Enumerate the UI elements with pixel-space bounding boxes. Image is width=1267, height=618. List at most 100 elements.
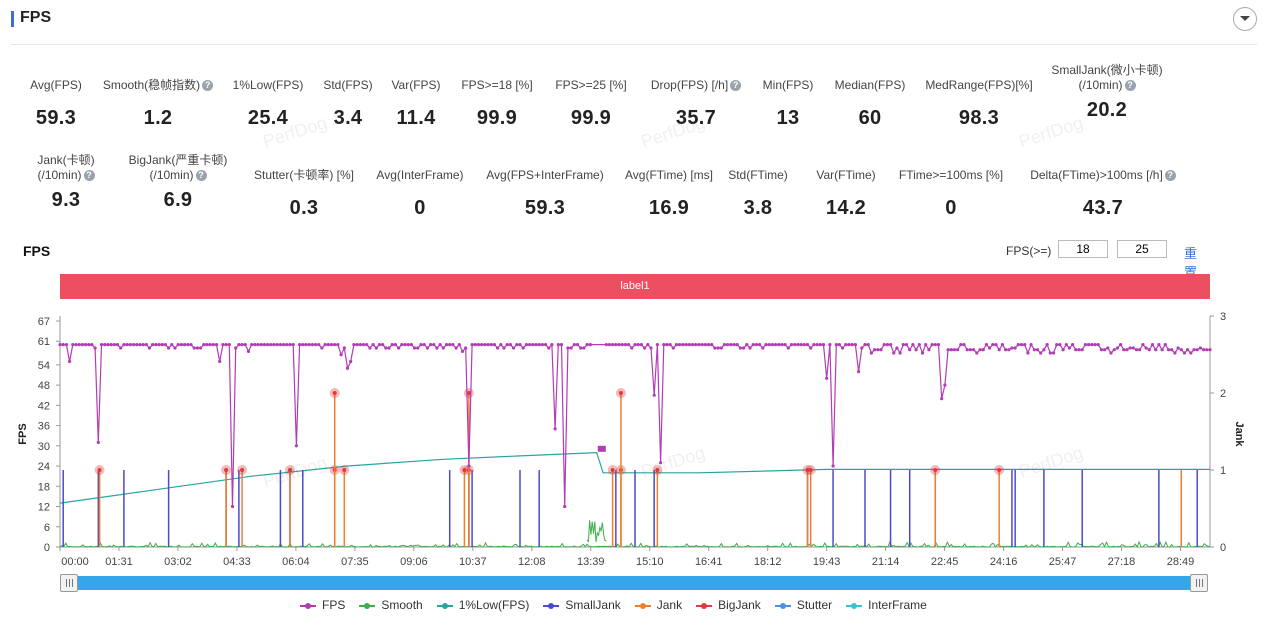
- fps-point: [681, 343, 685, 347]
- bigjank-mark: [462, 468, 467, 472]
- legend-label: InterFrame: [868, 598, 927, 612]
- fps-point: [841, 346, 845, 350]
- y-tick-label: 42: [38, 400, 50, 412]
- fps-point: [262, 343, 266, 347]
- fps-point: [71, 343, 75, 347]
- fps-point: [403, 343, 407, 347]
- legend-item[interactable]: Stutter: [774, 598, 832, 612]
- metric-label-text: Avg(FPS+InterFrame): [486, 168, 604, 182]
- fps-point: [419, 343, 423, 347]
- metric-r1-1: Smooth(稳帧指数)? 1.2: [68, 78, 248, 130]
- fps-point: [588, 343, 592, 347]
- fps-point: [115, 343, 120, 347]
- help-icon[interactable]: ?: [730, 80, 742, 92]
- fps-point: [393, 343, 397, 347]
- threshold-input-1[interactable]: [1058, 240, 1108, 258]
- fps-point: [432, 343, 436, 347]
- slider-handle-left[interactable]: [60, 574, 78, 592]
- chevron-down-icon: [1240, 16, 1250, 21]
- legend-item[interactable]: Jank: [634, 598, 682, 612]
- fps-point: [1182, 351, 1186, 355]
- metric-value: 59.3: [524, 197, 566, 219]
- label-band[interactable]: label1: [60, 274, 1210, 299]
- fps-point: [563, 504, 567, 509]
- legend-item[interactable]: 1%Low(FPS): [436, 598, 529, 612]
- fps-point: [502, 346, 506, 350]
- legend-swatch: [543, 602, 560, 609]
- fps-point: [674, 343, 679, 347]
- fps-point: [975, 351, 979, 355]
- fps-point: [377, 343, 381, 347]
- bigjank-mark: [224, 468, 229, 472]
- fps-point: [339, 353, 343, 357]
- fps-point: [176, 343, 180, 347]
- legend-label: Smooth: [381, 598, 423, 612]
- time-range-slider[interactable]: [60, 574, 1210, 592]
- metric-label: Delta(FTime)>100ms [/h]?: [1013, 168, 1193, 183]
- legend-item[interactable]: SmallJank: [543, 598, 621, 612]
- metric-value: 0: [414, 197, 426, 219]
- metric-r2-6: Std(FTime) 3.8: [668, 168, 848, 220]
- fps-point: [643, 346, 647, 350]
- fps-point: [1166, 348, 1171, 352]
- fps-point: [655, 343, 660, 347]
- fps-point: [438, 343, 442, 347]
- fps-point: [968, 348, 973, 352]
- legend-item[interactable]: FPS: [300, 598, 345, 612]
- metric-label: Avg(FTime) [ms]: [579, 168, 759, 183]
- metric-label: Median(FPS): [780, 78, 960, 93]
- slider-handle-right[interactable]: [1190, 574, 1208, 592]
- fps-point: [384, 346, 388, 350]
- slider-track[interactable]: [70, 576, 1198, 590]
- help-icon[interactable]: ?: [83, 170, 95, 182]
- fps-point: [336, 343, 340, 347]
- fps-point: [230, 504, 235, 509]
- fps-point: [1138, 348, 1142, 352]
- fps-point: [528, 343, 532, 347]
- fps-point: [751, 343, 755, 347]
- help-icon[interactable]: ?: [202, 80, 214, 92]
- legend-swatch: [359, 602, 376, 609]
- legend-swatch: [846, 602, 863, 609]
- metric-value: 1.2: [143, 107, 173, 129]
- x-tick-label: 28:49: [1167, 556, 1195, 568]
- bigjank-mark: [933, 468, 938, 472]
- fps-point: [579, 346, 583, 350]
- metric-value: 3.4: [333, 107, 363, 129]
- help-icon[interactable]: ?: [1124, 80, 1136, 92]
- x-tick-label: 24:16: [990, 556, 1018, 568]
- metric-value: 25.4: [247, 107, 289, 129]
- collapse-toggle-button[interactable]: [1233, 7, 1257, 31]
- fps-point: [464, 346, 468, 350]
- fps-point: [911, 343, 915, 347]
- legend-item[interactable]: InterFrame: [846, 598, 927, 612]
- y2-tick-label: 2: [1220, 388, 1226, 400]
- x-tick-label: 12:08: [518, 556, 546, 568]
- fps-point: [623, 343, 628, 347]
- threshold-input-2[interactable]: [1117, 240, 1167, 258]
- fps-point: [547, 346, 551, 350]
- fps-point: [179, 343, 183, 347]
- metric-value: 60: [858, 107, 882, 129]
- metric-label-text: BigJank(严重卡顿): [128, 153, 228, 167]
- section-title: FPS: [20, 9, 52, 26]
- x-tick-label: 13:39: [577, 556, 605, 568]
- fps-point: [1202, 348, 1206, 352]
- legend-item[interactable]: BigJank: [696, 598, 761, 612]
- fps-point: [799, 343, 803, 347]
- fps-point: [368, 346, 372, 350]
- fps-point: [294, 444, 298, 448]
- fps-point: [170, 343, 174, 347]
- fps-point: [285, 343, 289, 347]
- help-icon[interactable]: ?: [1164, 170, 1176, 182]
- metric-r1-11: SmallJank(微小卡顿) (/10min)? 20.2: [1017, 63, 1197, 122]
- legend-item[interactable]: Smooth: [359, 598, 423, 612]
- fps-point: [250, 343, 254, 347]
- y2-axis-label: Jank: [1233, 421, 1245, 447]
- fps-point: [1150, 343, 1155, 347]
- help-icon[interactable]: ?: [195, 170, 207, 182]
- fps-point: [237, 343, 241, 347]
- fps-point: [1173, 351, 1177, 355]
- fps-point: [489, 343, 493, 347]
